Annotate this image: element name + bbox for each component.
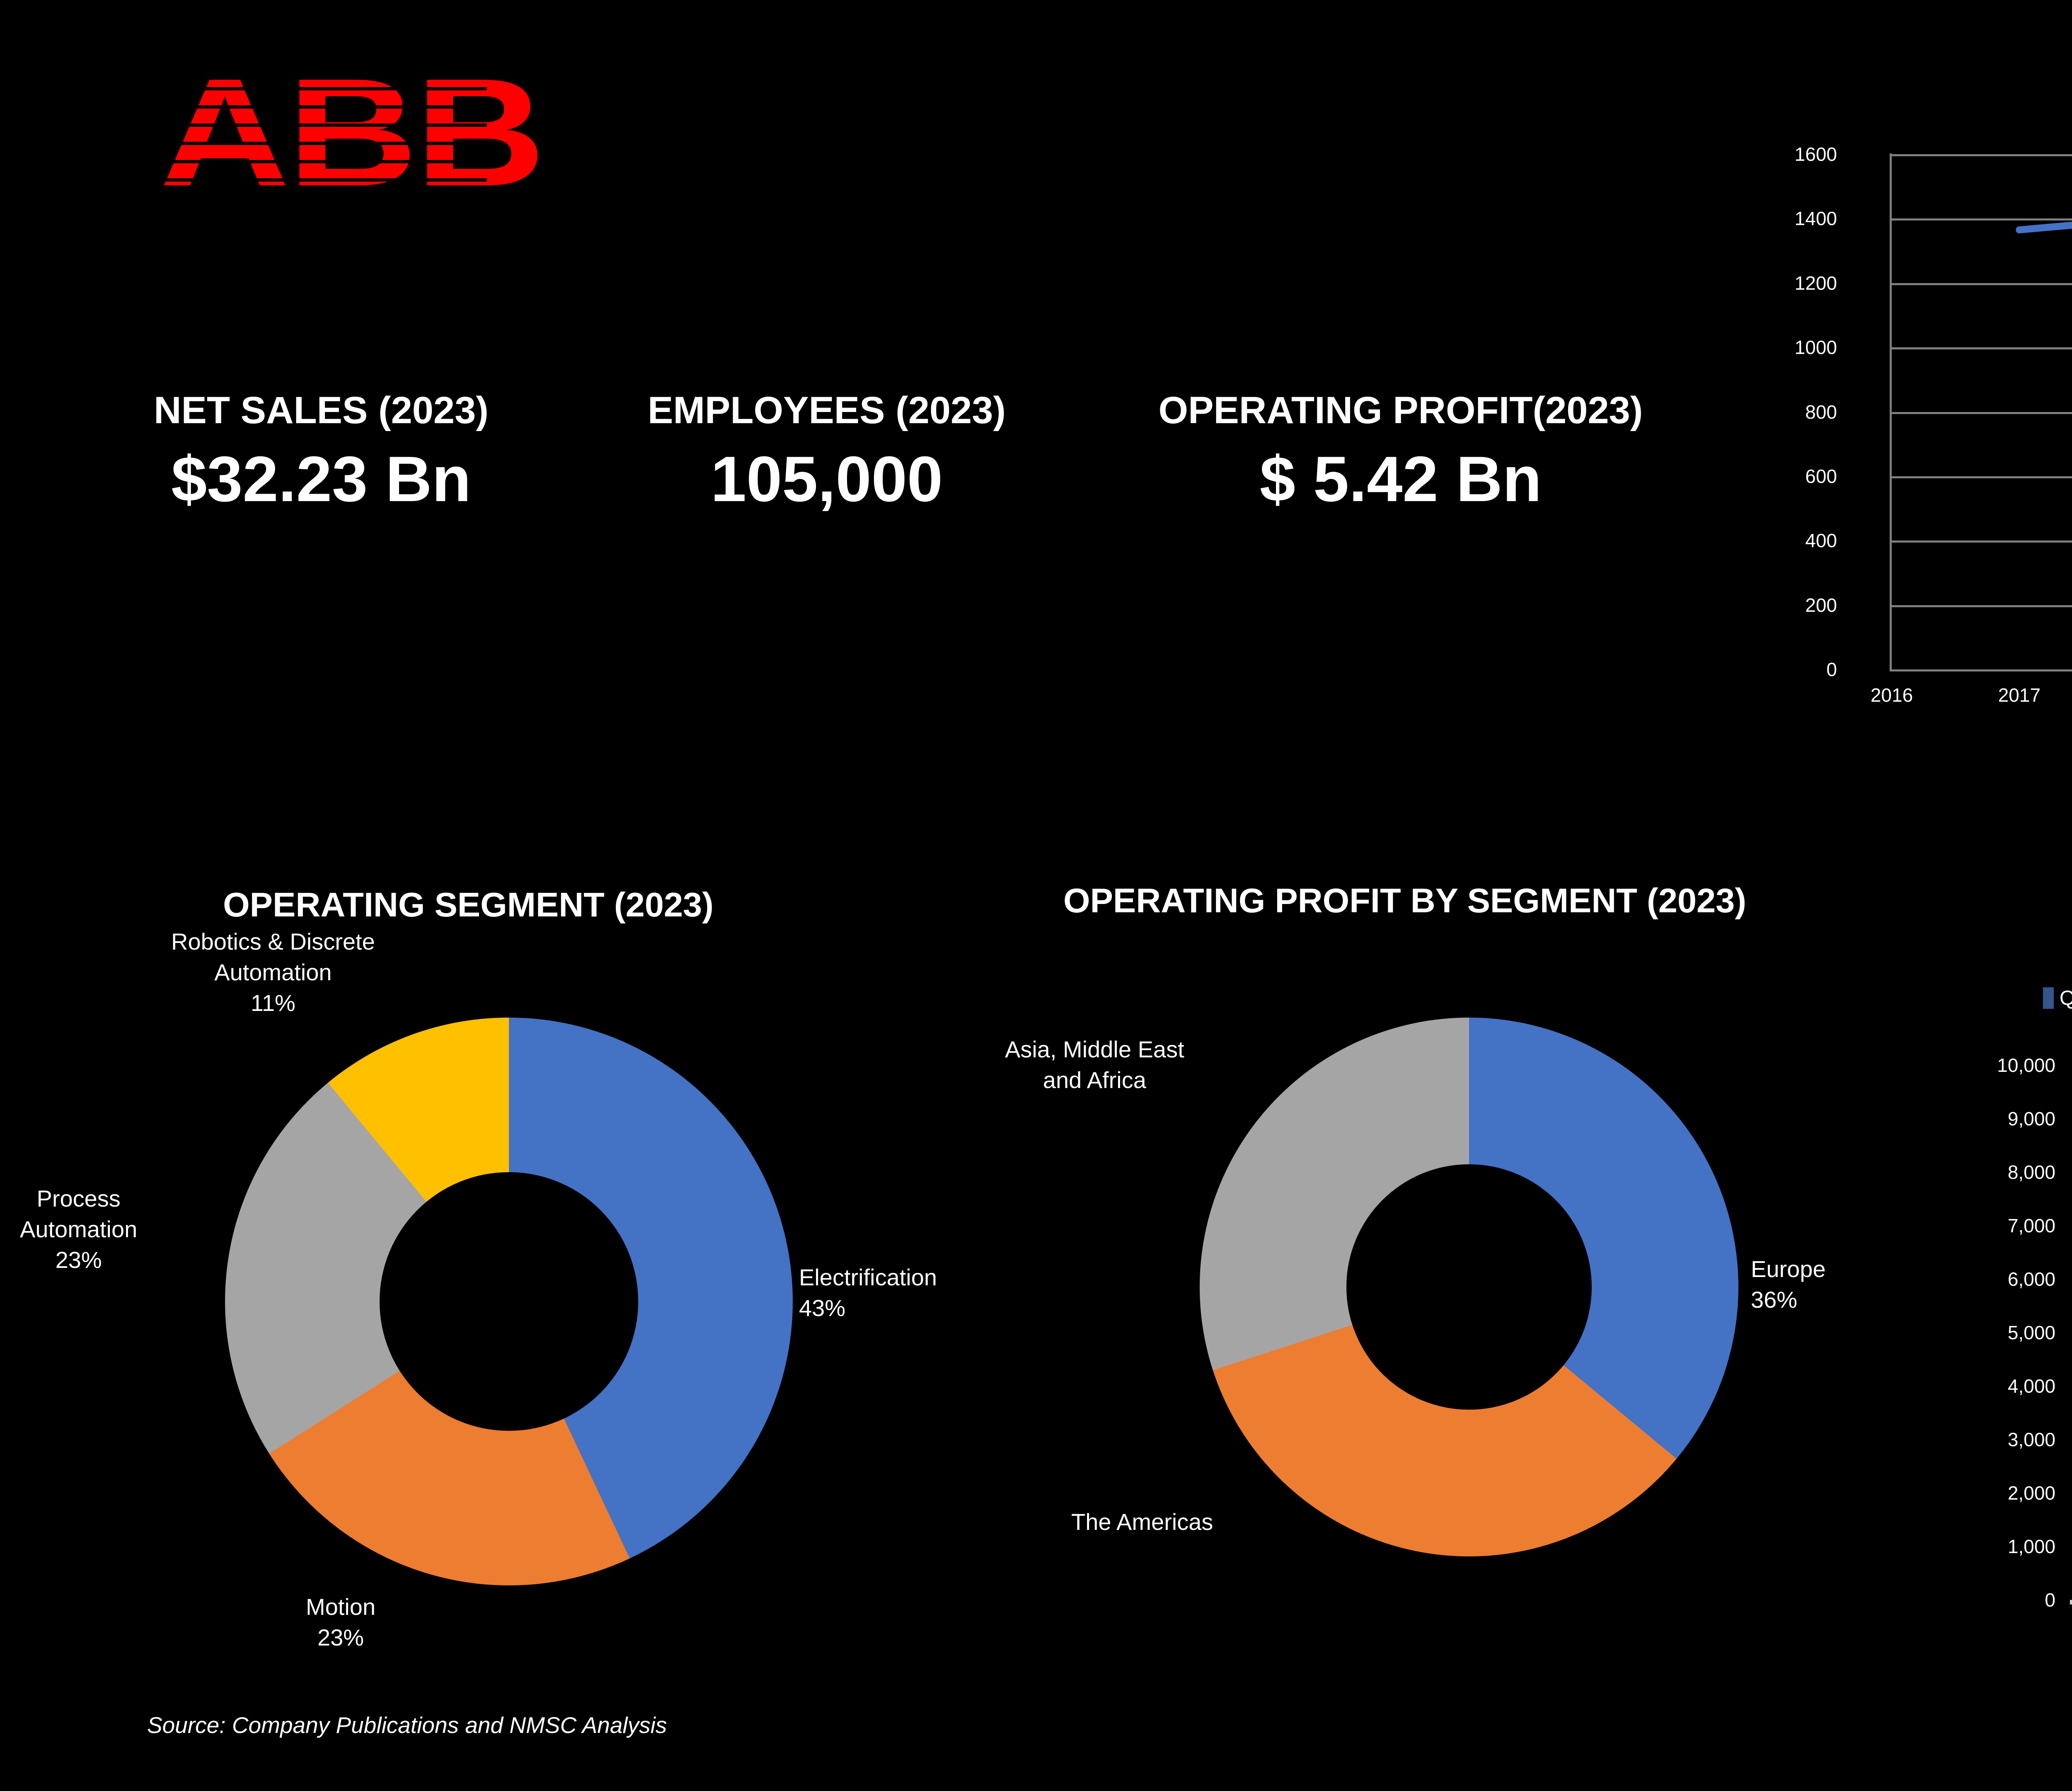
bar-y-tick-label: 3,000 [2007,1429,2055,1450]
rnd-gridline [1890,605,2072,607]
rnd-gridline [1890,347,2072,350]
rnd-y-tick-label: 1400 [1794,208,1837,230]
operating-profit-by-segment-slice-label: The Americas [1071,1509,1213,1535]
operating-profit-by-segment-slice-label: Asia, Middle East [1005,1036,1184,1062]
rnd-series-line [2016,221,2072,234]
rnd-y-tick-label: 1000 [1794,337,1837,359]
operating-segment-slice-label: Automation [214,959,332,985]
rnd-x-tick-label: 2017 [1998,684,2041,706]
kpi-operating-profit-label: OPERATING PROFIT(2023) [1158,389,1643,431]
rnd-gridline [1890,540,2072,543]
operating-segment-slice-value: 11% [250,989,295,1016]
kpi-net-sales-label: NET SALES (2023) [154,389,489,431]
kpi-employees: EMPLOYEES (2023) 105,000 [588,389,1065,516]
rnd-gridline [1890,218,2072,221]
operating-profit-by-segment-slice-label: and Africa [1043,1066,1146,1093]
rnd-gridline [1890,476,2072,478]
rnd-y-tick-label: 0 [1826,659,1837,680]
operating-segment-slice-value: 43% [799,1294,846,1321]
operating-profit-by-segment-slice-label: Europe [1751,1256,1826,1282]
bar-y-tick-label: 2,000 [2007,1482,2055,1504]
rnd-gridline [1890,154,2072,156]
rnd-y-axis-line [1890,153,1892,669]
kpi-employees-label: EMPLOYEES (2023) [647,389,1006,431]
legend-item-quarter-1[interactable]: Quarter 1 [2043,986,2072,1010]
operating-profit-title: OPERATING PROFIT BY SEGMENT (2023) [1063,881,1746,920]
rnd-y-tick-label: 800 [1805,401,1837,423]
quarterly-revenue-title: QUARTERLY REVENUE ($Mn) [2022,868,2072,908]
bar-y-tick-label: 8,000 [2007,1161,2055,1183]
operating-segment-slice-label: Robotics & Discrete [171,928,375,955]
operating-profit-by-segment-label-2: Asia, Middle East and Africa [1005,1034,1184,1095]
operating-segment-slice-value: 23% [55,1246,102,1273]
operating-profit-by-segment-slice-value: 36% [1751,1286,1798,1313]
rnd-x-tick-label: 2016 [1870,684,1913,706]
source-note: Source: Company Publications and NMSC An… [147,1712,667,1738]
rnd-line-chart: 1600140012001000800600400200020162017201… [1769,137,2072,759]
bar-y-tick-label: 6,000 [2007,1268,2055,1290]
operating-profit-by-segment-label-0: Europe 36% [1751,1254,1826,1315]
bar-y-tick-label: 5,000 [2007,1322,2055,1343]
rnd-y-tick-label: 400 [1805,530,1837,552]
operating-segment-slice-label: Electrification [799,1264,937,1290]
quarterly-revenue-baseline [2070,1600,2072,1604]
operating-segment-donut: Electrification 43% Motion 23% Process Automa… [20,928,937,1650]
quarterly-revenue-bar-chart: Quarter 1Quarter 2Quarter 3Quarter 4 10,… [1906,986,2072,1675]
operating-segment-label-2: Process Automation 23% [20,1183,137,1275]
rnd-gridline [1890,283,2072,285]
kpi-employees-value: 105,000 [710,443,943,515]
operating-profit-by-segment-hole [1346,1164,1592,1410]
bar-y-tick-label: 0 [2045,1589,2055,1611]
abb-logo: ABB [160,54,546,211]
bar-y-tick-label: 7,000 [2007,1215,2055,1236]
operating-segment-slice-label: Automation [20,1216,138,1242]
legend-label: Quarter 1 [2060,987,2072,1009]
operating-segment-label-1: Motion 23% [306,1592,375,1653]
rnd-gridline [1890,669,2072,671]
bar-y-tick-label: 10,000 [1997,1054,2055,1076]
operating-segment-label-3: Robotics & Discrete Automation 11% [171,926,375,1018]
bar-y-tick-label: 9,000 [2007,1108,2055,1129]
operating-segment-title: OPERATING SEGMENT (2023) [223,885,714,924]
legend-swatch-icon [2043,987,2054,1009]
abb-logo-text: ABB [160,47,546,218]
operating-segment-slice-value: 23% [317,1624,364,1650]
operating-profit-by-segment-label-1: The Americas [1071,1507,1213,1537]
operating-segment-slice-label: Process [36,1185,121,1212]
rnd-gridline [1890,412,2072,414]
rnd-y-tick-label: 200 [1805,594,1837,616]
bar-y-tick-label: 4,000 [2007,1375,2055,1397]
operating-segment-hole [380,1172,638,1431]
rnd-y-tick-label: 600 [1805,465,1837,487]
kpi-net-sales-value: $32.23 Bn [171,443,471,515]
kpi-net-sales: NET SALES (2023) $32.23 Bn [83,389,559,516]
kpi-operating-profit: OPERATING PROFIT(2023) $ 5.42 Bn [1086,389,1716,516]
bar-y-tick-label: 1,000 [2007,1536,2055,1557]
rnd-y-tick-label: 1200 [1794,272,1837,294]
rnd-chart-title: INVESTMENT IN R&D ($Mn) [1769,58,2072,98]
quarterly-revenue-legend: Quarter 1Quarter 2Quarter 3Quarter 4 [2043,986,2072,1010]
rnd-y-tick-label: 1600 [1794,143,1837,165]
operating-profit-donut: Europe 36% The Americas Asia, Middle East an… [1005,1018,1826,1556]
operating-segment-slice-label: Motion [306,1594,376,1620]
operating-segment-label-0: Electrification 43% [799,1262,937,1323]
kpi-operating-profit-value: $ 5.42 Bn [1259,443,1542,515]
